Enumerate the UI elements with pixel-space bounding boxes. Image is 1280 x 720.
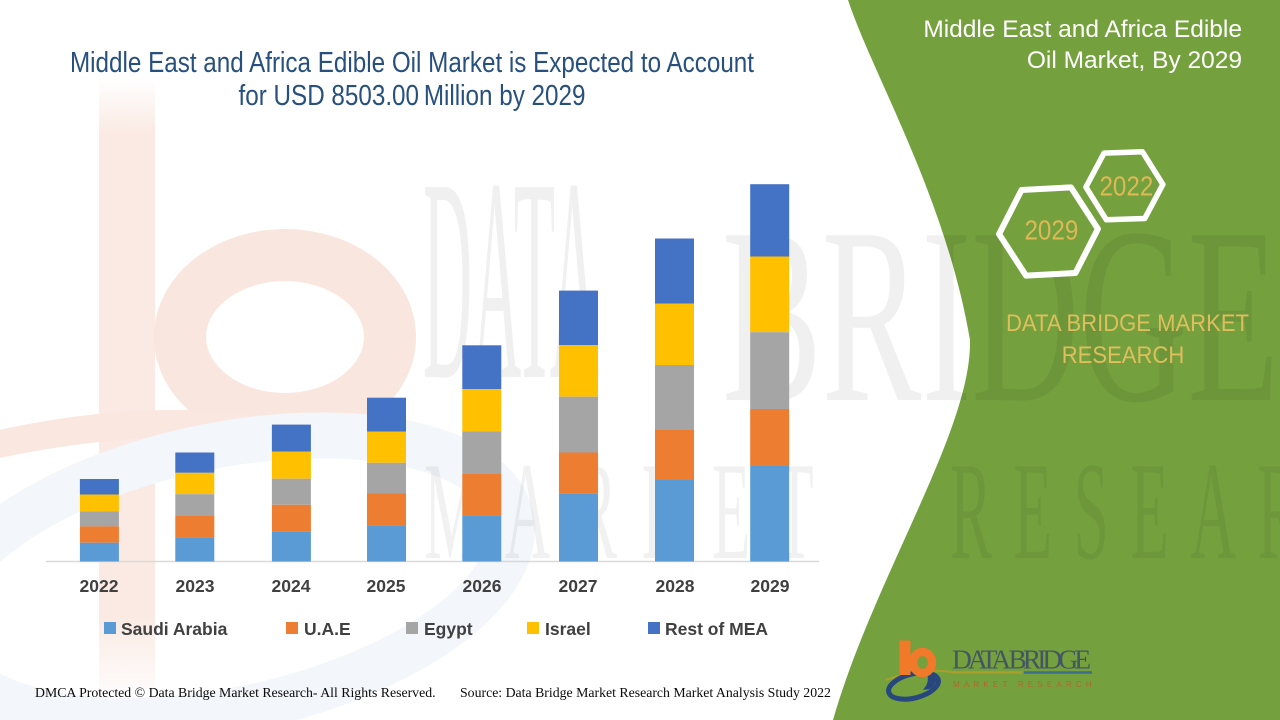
svg-text:RESEARCH: RESEARCH [950,434,1280,589]
svg-text:MARKET RESEARCH: MARKET RESEARCH [953,680,1096,689]
svg-text:2029: 2029 [1024,216,1078,246]
svg-text:BRIDGE: BRIDGE [722,176,1279,454]
svg-text:DATA BRIDGE: DATA BRIDGE [952,644,1091,675]
svg-text:2022: 2022 [1099,172,1153,202]
